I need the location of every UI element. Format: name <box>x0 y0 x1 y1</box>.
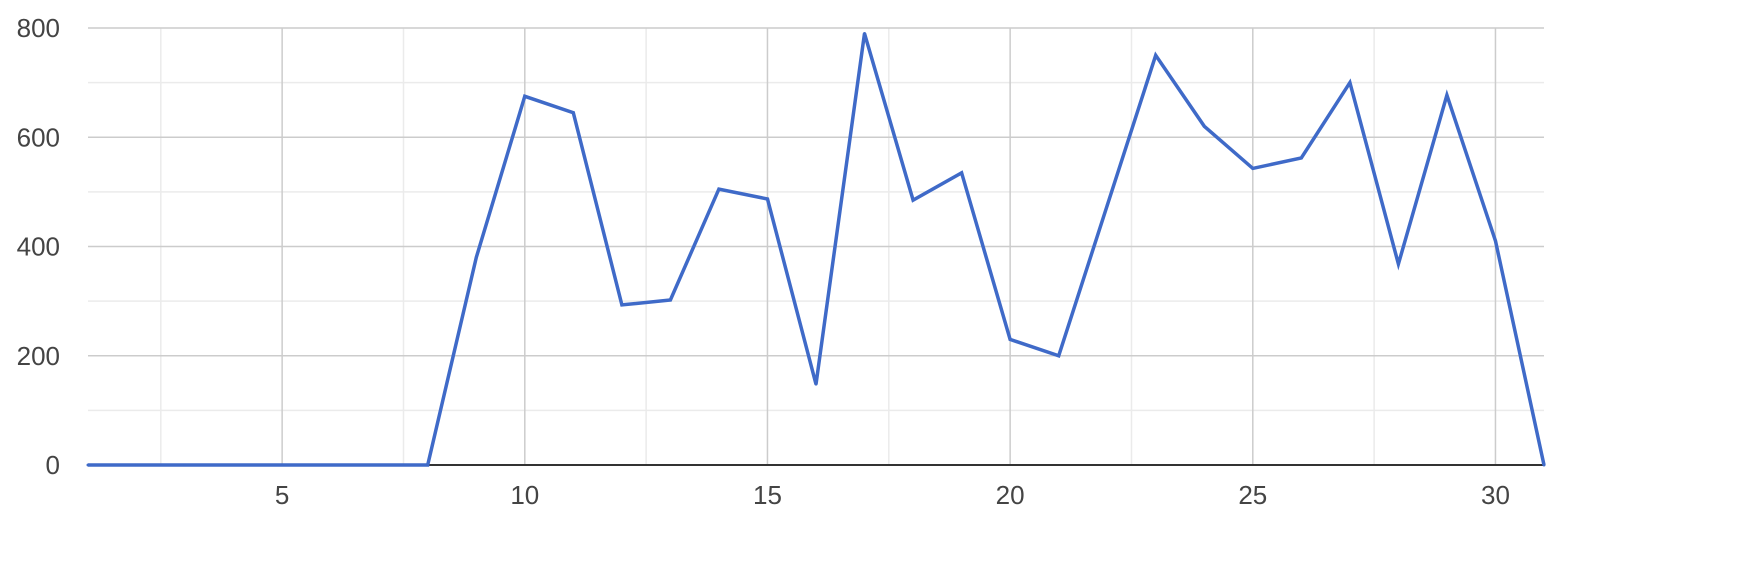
data-point <box>668 298 672 302</box>
data-point <box>863 31 867 35</box>
data-point <box>183 463 187 467</box>
data-point <box>1542 463 1546 467</box>
data-point <box>280 463 284 467</box>
data-point <box>1057 354 1061 358</box>
x-tick-label: 15 <box>753 480 782 510</box>
y-tick-label: 800 <box>17 13 60 43</box>
y-tick-label: 200 <box>17 341 60 371</box>
x-tick-label: 10 <box>510 480 539 510</box>
data-point <box>1445 93 1449 97</box>
data-point <box>135 463 139 467</box>
point-layer <box>86 31 1546 467</box>
data-point <box>474 255 478 259</box>
data-point <box>1348 81 1352 85</box>
data-point <box>329 463 333 467</box>
data-point <box>960 171 964 175</box>
data-point <box>814 382 818 386</box>
x-tick-label: 25 <box>1238 480 1267 510</box>
data-point <box>426 463 430 467</box>
y-tick-label: 600 <box>17 122 60 152</box>
x-tick-label: 20 <box>996 480 1025 510</box>
data-point <box>717 187 721 191</box>
data-point <box>523 94 527 98</box>
data-point <box>86 463 90 467</box>
data-point <box>1105 204 1109 208</box>
data-point <box>1493 239 1497 243</box>
x-axis-labels: 5 10 15 20 25 30 <box>275 480 1510 510</box>
x-tick-label: 30 <box>1481 480 1510 510</box>
data-point <box>571 111 575 115</box>
grid-layer <box>88 27 1544 465</box>
series-layer <box>88 33 1546 467</box>
data-point <box>1251 166 1255 170</box>
data-point <box>232 463 236 467</box>
data-point <box>620 303 624 307</box>
data-point <box>1202 124 1206 128</box>
y-tick-label: 400 <box>17 232 60 262</box>
data-point <box>1299 156 1303 160</box>
data-point <box>765 197 769 201</box>
data-point <box>377 463 381 467</box>
data-point <box>1154 53 1158 57</box>
data-point <box>1008 337 1012 341</box>
data-point <box>1396 262 1400 266</box>
data-point <box>911 198 915 202</box>
y-axis-labels: 0 200 400 600 800 <box>17 13 60 480</box>
x-tick-label: 5 <box>275 480 289 510</box>
series-line <box>88 33 1546 467</box>
y-tick-label: 0 <box>46 450 60 480</box>
